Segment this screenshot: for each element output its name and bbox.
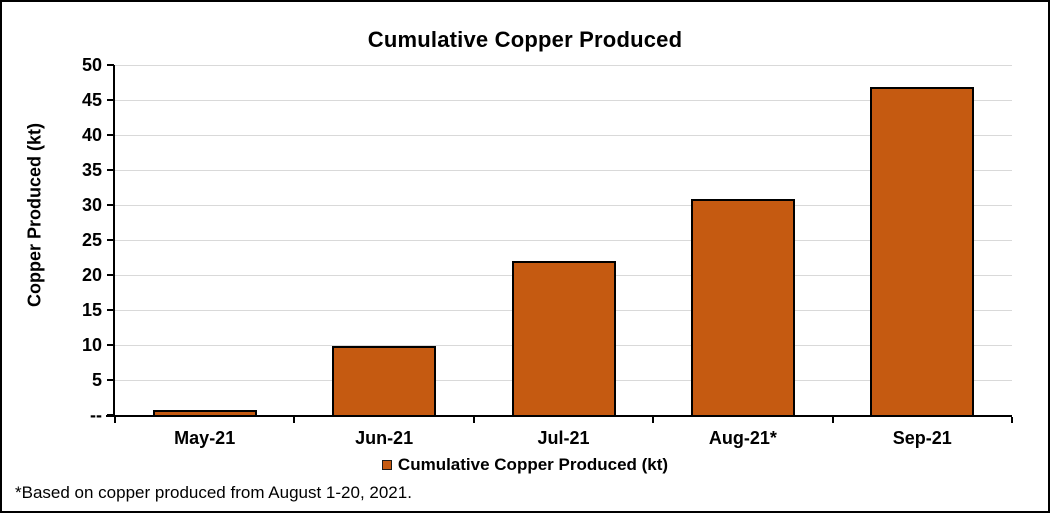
chart-title: Cumulative Copper Produced <box>367 27 683 52</box>
footnote: *Based on copper produced from August 1-… <box>15 483 412 502</box>
y-tick-label: 30 <box>81 195 102 215</box>
y-tick-label: 20 <box>81 265 102 285</box>
x-category-label: Aug-21* <box>708 428 777 448</box>
gridline <box>115 135 1012 136</box>
x-tick-mark <box>114 417 116 423</box>
bar-Sep-21 <box>870 87 975 415</box>
bar-Aug-21* <box>690 199 795 415</box>
y-tick-label: 10 <box>81 335 102 355</box>
legend-label: Cumulative Copper Produced (kt) <box>397 455 669 474</box>
y-tick-mark <box>107 64 114 66</box>
y-tick-mark <box>107 274 114 276</box>
bar-May-21 <box>152 410 257 415</box>
gridline <box>115 65 1012 66</box>
legend-marker-swatch <box>381 459 392 470</box>
y-tick-label: 45 <box>81 90 102 110</box>
x-tick-mark <box>1011 417 1013 423</box>
y-tick-label: 15 <box>81 300 102 320</box>
x-category-label: May-21 <box>174 428 236 448</box>
y-tick-mark <box>107 344 114 346</box>
gridline <box>115 240 1012 241</box>
gridline <box>115 170 1012 171</box>
y-tick-mark <box>107 134 114 136</box>
x-tick-mark <box>472 417 475 423</box>
y-tick-mark <box>107 204 114 206</box>
y-tick-label: 35 <box>81 160 102 180</box>
x-tick-mark <box>652 417 655 423</box>
y-tick-label: 50 <box>81 55 102 75</box>
x-category-label: Jun-21 <box>355 428 414 448</box>
bar-Jun-21 <box>332 346 437 415</box>
y-tick-mark <box>107 99 114 101</box>
y-tick-label: -- <box>90 405 102 425</box>
x-category-label: Sep-21 <box>892 428 952 448</box>
y-tick-mark <box>107 379 114 381</box>
y-tick-mark <box>107 309 114 311</box>
bar-Jul-21 <box>511 261 616 415</box>
x-tick-mark <box>831 417 834 423</box>
x-tick-mark <box>293 417 296 423</box>
y-tick-label: 40 <box>81 125 102 145</box>
y-tick-mark <box>107 169 114 171</box>
x-axis-line <box>106 415 1012 417</box>
y-axis-line <box>113 65 115 417</box>
y-tick-label: 5 <box>91 370 102 390</box>
gridline <box>115 100 1012 101</box>
x-category-label: Jul-21 <box>537 428 590 448</box>
gridline <box>115 205 1012 206</box>
legend: Cumulative Copper Produced (kt) <box>2 456 1048 473</box>
y-tick-mark <box>107 239 114 241</box>
y-tick-label: 25 <box>81 230 102 250</box>
